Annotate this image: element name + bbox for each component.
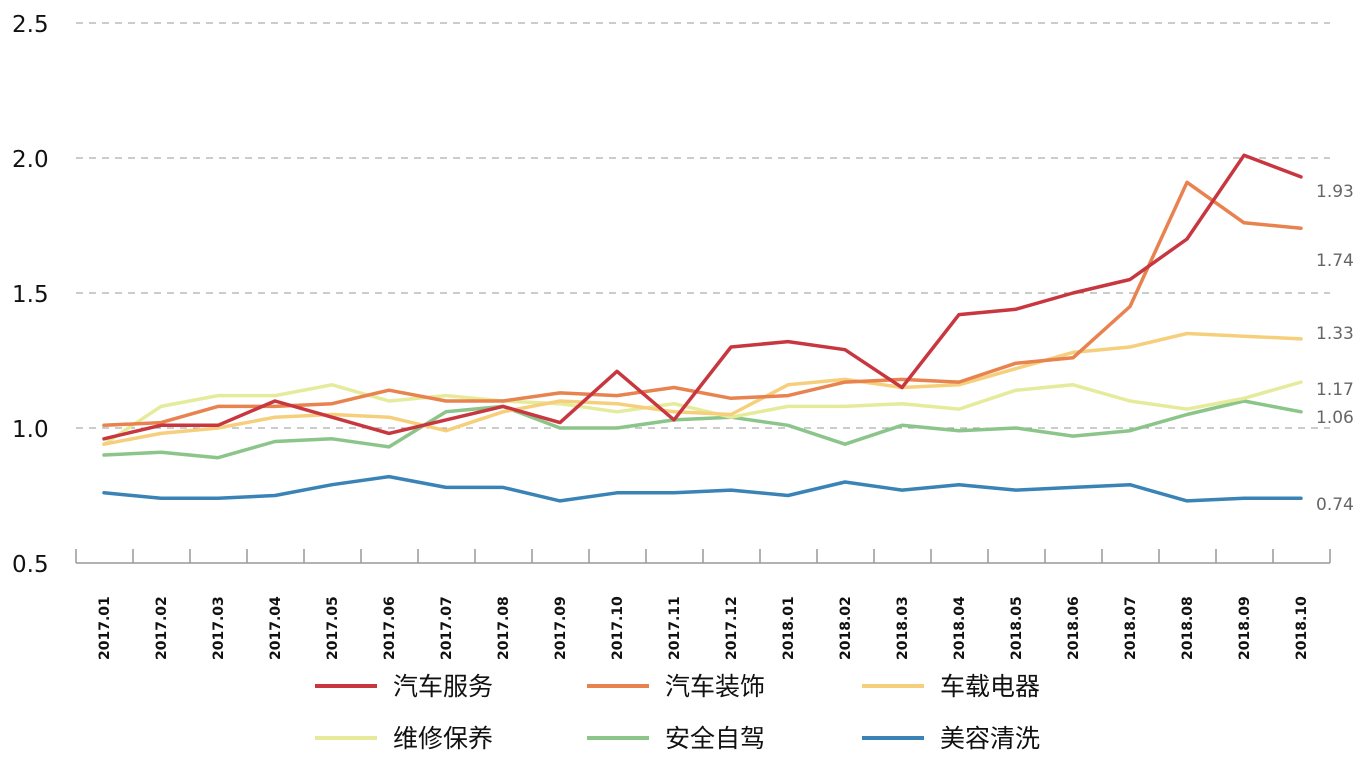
end-value-label: 0.74	[1316, 495, 1354, 515]
series-line-0	[102, 153, 1303, 441]
x-tick-label: 2018.02	[838, 596, 854, 660]
x-tick-label: 2018.07	[1123, 596, 1139, 660]
x-tick-label: 2017.05	[325, 596, 341, 660]
x-tick-label: 2017.06	[382, 596, 398, 660]
x-tick-label: 2017.09	[553, 596, 569, 660]
x-tick-label: 2018.09	[1237, 596, 1253, 660]
y-tick-label: 1.5	[12, 282, 49, 308]
x-tick-label: 2017.10	[610, 596, 626, 660]
x-tick-label: 2017.11	[667, 596, 683, 660]
series-line-2	[102, 331, 1303, 446]
x-tick-label: 2018.08	[1180, 596, 1196, 660]
gridlines	[76, 22, 1330, 429]
legend-label: 维修保养	[393, 724, 493, 753]
x-tick-label: 2017.03	[211, 596, 227, 660]
legend-label: 汽车装饰	[665, 672, 765, 701]
x-tick-label: 2018.03	[895, 596, 911, 660]
x-tick-label: 2018.10	[1294, 596, 1310, 660]
series-line-5	[102, 474, 1303, 503]
x-tick-label: 2018.05	[1009, 596, 1025, 660]
legend-label: 车载电器	[940, 672, 1040, 701]
y-tick-label: 2.0	[12, 147, 49, 173]
end-value-label: 1.17	[1316, 380, 1354, 400]
series-lines	[102, 153, 1303, 503]
x-tick-label: 2018.06	[1066, 596, 1082, 660]
end-value-label: 1.33	[1316, 324, 1354, 344]
legend-label: 美容清洗	[940, 724, 1040, 753]
x-tick-label: 2017.08	[496, 596, 512, 660]
y-tick-label: 0.5	[12, 552, 49, 578]
series-line-3	[102, 380, 1303, 446]
series-line-1	[102, 180, 1303, 428]
series-line-4	[102, 399, 1303, 460]
x-axis: 2017.01 2017.02 2017.03 2017.04 2017.05 2017.…	[75, 549, 1331, 660]
x-tick-label: 2017.07	[439, 596, 455, 660]
x-tick-label: 2018.04	[952, 596, 968, 660]
end-value-label: 1.93	[1316, 182, 1354, 202]
x-tick-label: 2017.01	[97, 596, 113, 660]
x-tick-label: 2017.04	[268, 596, 284, 660]
x-tick-label: 2017.12	[724, 596, 740, 660]
legend-label: 安全自驾	[665, 724, 765, 753]
end-value-label: 1.74	[1316, 251, 1354, 271]
y-tick-label: 1.0	[12, 417, 49, 443]
y-tick-label: 2.5	[12, 12, 49, 38]
legend-label: 汽车服务	[393, 672, 493, 701]
x-tick-label: 2018.01	[781, 596, 797, 660]
y-axis-ticks: 0.5 1.0 1.5 2.0 2.5	[12, 12, 49, 578]
end-value-labels: 1.93 1.74 1.33 1.17 1.06 0.74	[1316, 182, 1354, 515]
x-tick-label: 2017.02	[154, 596, 170, 660]
end-value-label: 1.06	[1316, 408, 1354, 428]
